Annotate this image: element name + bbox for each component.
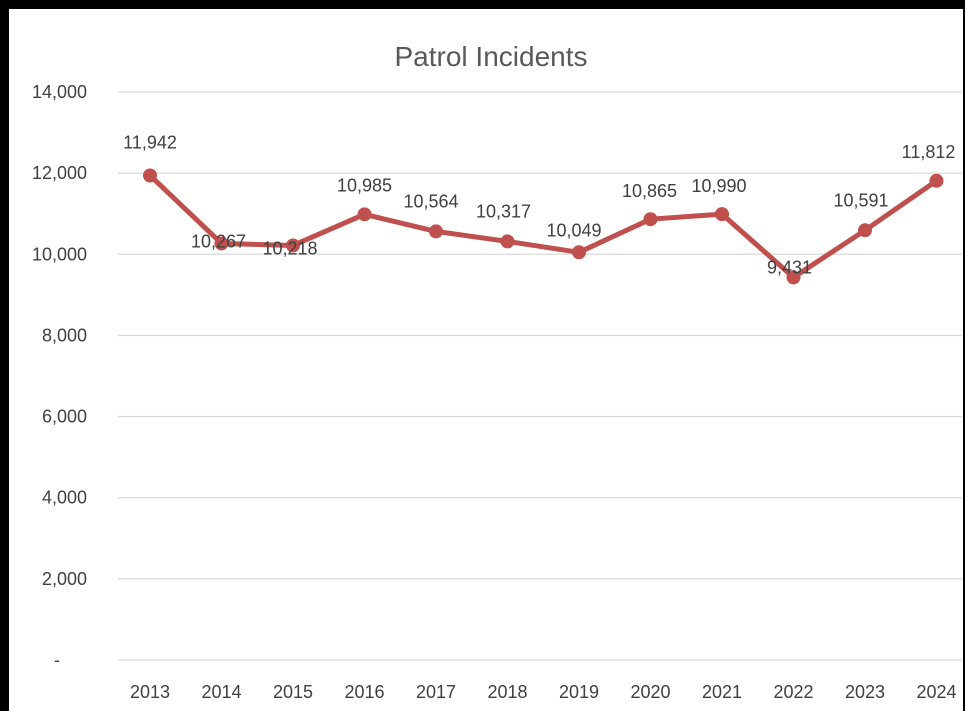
data-point <box>572 245 586 260</box>
data-point <box>858 223 872 238</box>
data-point <box>643 212 658 227</box>
x-tick-label: 2013 <box>130 682 170 702</box>
x-axis: 2013 2014 2015 2016 2017 2018 2019 2020 2021 2022… <box>130 682 957 702</box>
data-label: 11,812 <box>902 142 956 162</box>
chart-title: Patrol Incidents <box>395 41 588 72</box>
data-point <box>357 207 372 222</box>
x-tick-label: 2022 <box>773 682 813 702</box>
data-point <box>286 238 300 253</box>
x-tick-label: 2017 <box>416 682 456 702</box>
data-point <box>429 224 443 239</box>
data-point <box>500 234 515 249</box>
y-tick-label: 6,000 <box>42 407 87 427</box>
x-tick-label: 2023 <box>845 682 885 702</box>
x-tick-label: 2016 <box>344 682 384 702</box>
x-tick-label: 2020 <box>630 682 670 702</box>
x-tick-label: 2021 <box>702 682 742 702</box>
y-tick-label: 2,000 <box>42 569 87 589</box>
x-tick-label: 2024 <box>916 682 956 702</box>
data-point <box>786 270 801 285</box>
y-tick-label: 4,000 <box>42 488 87 508</box>
data-label: 10,218 <box>262 238 317 258</box>
data-label: 10,591 <box>833 190 888 210</box>
y-axis: - 2,000 4,000 6,000 8,000 10,000 12,000 14,000 <box>32 82 87 670</box>
gridlines <box>118 91 962 661</box>
x-tick-label: 2014 <box>201 682 241 702</box>
data-label: 9,431 <box>767 257 812 277</box>
data-label: 10,049 <box>546 220 601 240</box>
y-tick-label: - <box>54 650 60 670</box>
x-tick-label: 2015 <box>273 682 313 702</box>
data-label: 10,865 <box>622 181 677 201</box>
data-point <box>214 236 229 251</box>
data-point <box>715 207 729 222</box>
data-point <box>929 173 944 188</box>
y-tick-label: 10,000 <box>32 244 87 264</box>
data-label: 10,564 <box>403 191 458 211</box>
series-line <box>147 172 939 280</box>
data-label: 11,942 <box>123 132 177 152</box>
data-label: 10,317 <box>476 201 531 221</box>
data-label: 10,267 <box>191 231 246 251</box>
x-tick-label: 2019 <box>559 682 599 702</box>
x-tick-label: 2018 <box>487 682 527 702</box>
data-label: 10,985 <box>337 175 392 195</box>
data-point <box>143 168 157 183</box>
data-labels: 11,942 10,267 10,218 10,985 10,564 10,317 10,0… <box>123 132 955 277</box>
data-label: 10,990 <box>691 176 746 196</box>
series-patrol-incidents <box>143 168 944 285</box>
y-tick-label: 14,000 <box>32 82 87 102</box>
y-tick-label: 12,000 <box>32 163 87 183</box>
y-tick-label: 8,000 <box>42 325 87 345</box>
